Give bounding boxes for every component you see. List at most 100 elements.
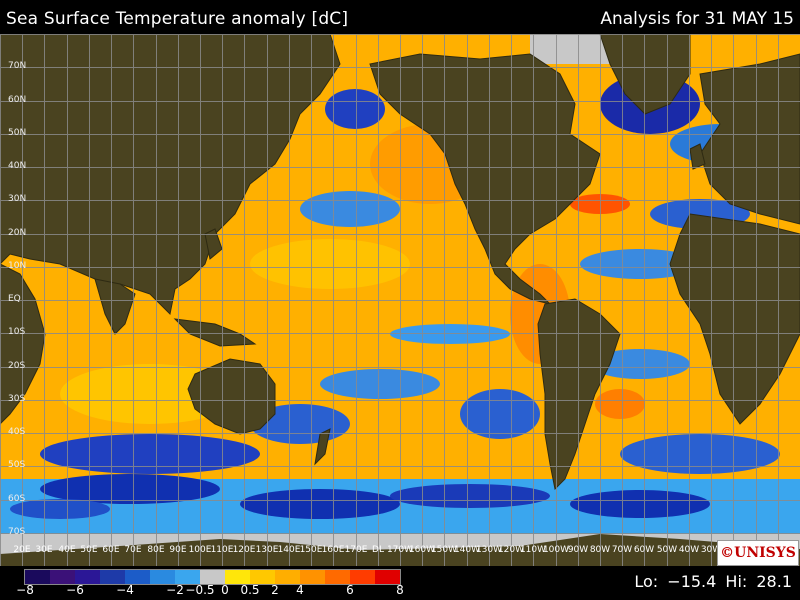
latitude-label: 20N xyxy=(8,228,27,238)
latitude-label: 70S xyxy=(8,527,26,537)
legend-tick-label: −0.5 xyxy=(185,583,215,597)
legend-swatch xyxy=(250,570,275,584)
latitude-label: 40N xyxy=(8,161,27,171)
longitude-label: 90W xyxy=(567,545,589,555)
legend-tick-label: −2 xyxy=(166,583,184,597)
longitude-label: 60W xyxy=(633,545,655,555)
longitude-label: 110W xyxy=(519,545,547,555)
latitude-label: EQ xyxy=(8,294,21,304)
latitude-label: 50N xyxy=(8,128,27,138)
europe-landmass xyxy=(699,53,800,225)
longitude-label: 160W xyxy=(408,545,436,555)
legend-tick-label: 6 xyxy=(346,583,354,597)
longitude-label: 100W xyxy=(542,545,570,555)
legend-swatch xyxy=(350,570,375,584)
analysis-date: Analysis for 31 MAY 15 xyxy=(600,9,794,29)
longitude-label: 80E xyxy=(147,545,165,555)
map-title: Sea Surface Temperature anomaly [dC] xyxy=(6,9,349,29)
legend-swatch xyxy=(100,570,125,584)
longitude-label: 100E xyxy=(188,545,212,555)
hi-value: 28.1 xyxy=(756,572,792,591)
longitude-label: 60E xyxy=(102,545,120,555)
india-landmass xyxy=(94,278,136,335)
lo-value: −15.4 xyxy=(667,572,717,591)
longitude-label: 50E xyxy=(80,545,98,555)
longitude-label: 160E xyxy=(321,545,345,555)
logo-text: ©UNISYS xyxy=(720,545,796,561)
legend-swatch xyxy=(325,570,350,584)
longitude-label: 110E xyxy=(210,545,234,555)
longitude-label: 130E xyxy=(255,545,279,555)
legend-ticks: −8 −6 −4 −2 −0.5 0 0.5 2 4 6 8 xyxy=(0,583,420,599)
latitude-label: 60S xyxy=(8,494,26,504)
sst-anomaly-map xyxy=(0,34,800,566)
legend-swatch xyxy=(125,570,150,584)
lo-hi-readout: Lo: −15.4 Hi: 28.1 xyxy=(630,572,792,591)
longitude-label: 20E xyxy=(13,545,31,555)
longitude-label: 40E xyxy=(58,545,76,555)
legend-tick-label: −4 xyxy=(116,583,134,597)
lat-lon-grid xyxy=(0,34,800,566)
legend-swatch xyxy=(150,570,175,584)
latitude-labels: 70N 60N 50N 40N 30N 20N 10N EQ 10S 20S 30S 40S 50S 60… xyxy=(0,34,40,566)
longitude-label: 130W xyxy=(475,545,503,555)
legend-swatch xyxy=(175,570,200,584)
longitude-label: 150W xyxy=(430,545,458,555)
longitude-label: 120E xyxy=(232,545,256,555)
longitude-label: 70E xyxy=(124,545,142,555)
legend-tick-label: −6 xyxy=(66,583,84,597)
legend-tick-label: −8 xyxy=(16,583,34,597)
color-legend xyxy=(24,569,401,585)
latitude-label: 50S xyxy=(8,460,26,470)
latitude-label: 60N xyxy=(8,95,27,105)
uk-landmass xyxy=(689,143,706,170)
legend-tick-label: 0 xyxy=(221,583,229,597)
longitude-labels: 20E 30E 40E 50E 60E 70E 80E 90E 100E 110E 120E 130E… xyxy=(0,545,780,559)
latitude-label: 40S xyxy=(8,427,26,437)
asia-landmass xyxy=(0,34,341,316)
longitude-label: 170W xyxy=(386,545,414,555)
southern-cold-cells xyxy=(10,474,710,519)
longitude-label: 120W xyxy=(497,545,525,555)
footer-bar: −8 −6 −4 −2 −0.5 0 0.5 2 4 6 8 Lo: −15.4 Hi: 28.1 xyxy=(0,566,800,600)
longitude-label: 140W xyxy=(453,545,481,555)
longitude-label: 40W xyxy=(678,545,700,555)
legend-swatch xyxy=(25,570,50,584)
legend-swatch xyxy=(50,570,75,584)
legend-swatch xyxy=(375,570,400,584)
latitude-label: 30N xyxy=(8,194,27,204)
legend-tick-label: 0.5 xyxy=(240,583,260,597)
longitude-label: 170E xyxy=(344,545,368,555)
header-bar: Sea Surface Temperature anomaly [dC] Ana… xyxy=(0,0,800,34)
legend-swatch xyxy=(75,570,100,584)
legend-tick-label: 2 xyxy=(271,583,279,597)
unisys-logo: ©UNISYS xyxy=(717,540,799,566)
longitude-label: 140E xyxy=(277,545,301,555)
legend-tick-label: 4 xyxy=(296,583,304,597)
longitude-label: 80W xyxy=(589,545,611,555)
longitude-label: 90E xyxy=(169,545,187,555)
longitude-label: 150E xyxy=(299,545,323,555)
land-masses xyxy=(0,34,800,491)
africa-landmass-west xyxy=(669,213,800,425)
legend-swatch xyxy=(275,570,300,584)
latitude-label: 10S xyxy=(8,327,26,337)
hi-label: Hi: xyxy=(725,572,748,591)
latitude-label: 10N xyxy=(8,261,27,271)
lo-label: Lo: xyxy=(634,572,659,591)
latitude-label: 70N xyxy=(8,61,27,71)
longitude-label: 50W xyxy=(656,545,678,555)
longitude-label: DL xyxy=(372,545,384,555)
longitude-label: 30E xyxy=(35,545,53,555)
latitude-label: 20S xyxy=(8,361,26,371)
legend-swatch xyxy=(200,570,225,584)
latitude-label: 30S xyxy=(8,394,26,404)
legend-swatch xyxy=(225,570,250,584)
longitude-label: 70W xyxy=(611,545,633,555)
longitude-label: 30W xyxy=(700,545,722,555)
legend-tick-label: 8 xyxy=(396,583,404,597)
legend-swatch xyxy=(300,570,325,584)
australia-landmass xyxy=(187,358,276,435)
north-america-landmass xyxy=(369,53,601,305)
new-zealand-landmass xyxy=(314,428,331,466)
